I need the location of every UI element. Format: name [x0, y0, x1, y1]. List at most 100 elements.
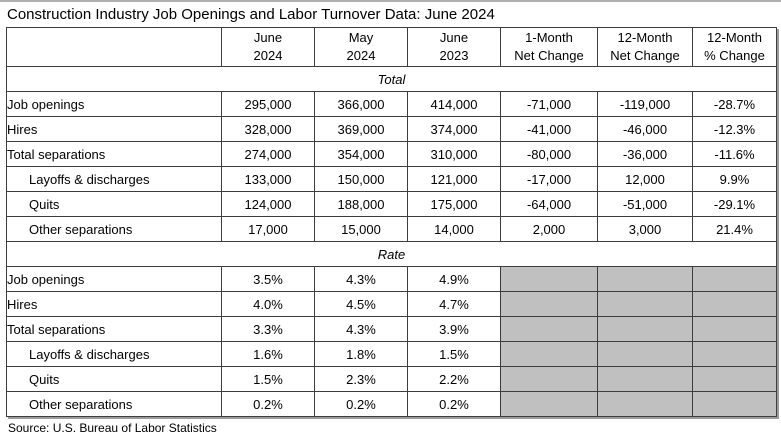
value-cell: -119,000 — [597, 91, 693, 117]
value-cell: 2,000 — [500, 216, 598, 242]
row-label: Total separations — [6, 316, 222, 342]
value-cell: 354,000 — [314, 141, 408, 167]
value-cell: 4.5% — [314, 291, 408, 317]
row-label: Quits — [6, 191, 222, 217]
value-cell: -46,000 — [597, 116, 693, 142]
jolts-data-table: June 2024 May 2024 June 2023 1-Month Net… — [6, 27, 777, 417]
section-label-rate: Rate — [6, 241, 777, 267]
shaded-empty-cell — [597, 341, 693, 367]
value-cell: -71,000 — [500, 91, 598, 117]
header-cell-may-2024: May 2024 — [314, 27, 408, 67]
table-row: Hires 4.0% 4.5% 4.7% — [6, 291, 777, 317]
row-label: Job openings — [6, 266, 222, 292]
value-cell: -12.3% — [692, 116, 777, 142]
value-cell: 366,000 — [314, 91, 408, 117]
row-label: Layoffs & discharges — [6, 341, 222, 367]
shaded-empty-cell — [692, 316, 777, 342]
value-cell: -36,000 — [597, 141, 693, 167]
row-label: Other separations — [6, 216, 222, 242]
value-cell: 1.8% — [314, 341, 408, 367]
shaded-empty-cell — [692, 366, 777, 392]
value-cell: 4.3% — [314, 316, 408, 342]
row-label: Hires — [6, 116, 222, 142]
source-attribution: Source: U.S. Bureau of Labor Statistics — [8, 421, 217, 433]
section-header-row-total: Total — [6, 66, 777, 92]
value-cell: 3.5% — [221, 266, 315, 292]
row-label: Total separations — [6, 141, 222, 167]
value-cell: 0.2% — [221, 391, 315, 417]
header-cell-june-2023: June 2023 — [407, 27, 501, 67]
value-cell: 2.2% — [407, 366, 501, 392]
table-row: Quits 124,000 188,000 175,000 -64,000 -5… — [6, 191, 777, 217]
value-cell: 2.3% — [314, 366, 408, 392]
section-header-row-rate: Rate — [6, 241, 777, 267]
value-cell: 188,000 — [314, 191, 408, 217]
value-cell: 4.3% — [314, 266, 408, 292]
header-cell-june-2024: June 2024 — [221, 27, 315, 67]
value-cell: 274,000 — [221, 141, 315, 167]
row-label: Layoffs & discharges — [6, 166, 222, 192]
value-cell: -80,000 — [500, 141, 598, 167]
value-cell: 21.4% — [692, 216, 777, 242]
row-label: Quits — [6, 366, 222, 392]
table-row: Layoffs & discharges 1.6% 1.8% 1.5% — [6, 341, 777, 367]
value-cell: 1.5% — [221, 366, 315, 392]
row-label: Job openings — [6, 91, 222, 117]
value-cell: -51,000 — [597, 191, 693, 217]
shaded-empty-cell — [597, 391, 693, 417]
value-cell: 3,000 — [597, 216, 693, 242]
value-cell: 175,000 — [407, 191, 501, 217]
value-cell: -41,000 — [500, 116, 598, 142]
value-cell: 17,000 — [221, 216, 315, 242]
shaded-empty-cell — [500, 341, 598, 367]
value-cell: 295,000 — [221, 91, 315, 117]
value-cell: 12,000 — [597, 166, 693, 192]
value-cell: -11.6% — [692, 141, 777, 167]
value-cell: 4.0% — [221, 291, 315, 317]
value-cell: 0.2% — [407, 391, 501, 417]
shaded-empty-cell — [597, 291, 693, 317]
table-row: Job openings 3.5% 4.3% 4.9% — [6, 266, 777, 292]
header-row: June 2024 May 2024 June 2023 1-Month Net… — [6, 27, 777, 67]
table-row: Other separations 0.2% 0.2% 0.2% — [6, 391, 777, 417]
value-cell: 121,000 — [407, 166, 501, 192]
value-cell: 328,000 — [221, 116, 315, 142]
value-cell: 15,000 — [314, 216, 408, 242]
header-cell-blank — [6, 27, 222, 67]
value-cell: 4.7% — [407, 291, 501, 317]
value-cell: -28.7% — [692, 91, 777, 117]
shaded-empty-cell — [500, 266, 598, 292]
value-cell: 414,000 — [407, 91, 501, 117]
shaded-empty-cell — [692, 266, 777, 292]
header-cell-12month-pct-change: 12-Month % Change — [692, 27, 777, 67]
value-cell: 14,000 — [407, 216, 501, 242]
table-row: Hires 328,000 369,000 374,000 -41,000 -4… — [6, 116, 777, 142]
value-cell: 124,000 — [221, 191, 315, 217]
value-cell: 4.9% — [407, 266, 501, 292]
shaded-empty-cell — [597, 316, 693, 342]
section-label-total: Total — [6, 66, 777, 92]
value-cell: 3.3% — [221, 316, 315, 342]
value-cell: -17,000 — [500, 166, 598, 192]
value-cell: 310,000 — [407, 141, 501, 167]
header-cell-1month-net-change: 1-Month Net Change — [500, 27, 598, 67]
shaded-empty-cell — [500, 291, 598, 317]
value-cell: 9.9% — [692, 166, 777, 192]
shaded-empty-cell — [500, 391, 598, 417]
value-cell: 0.2% — [314, 391, 408, 417]
row-label: Other separations — [6, 391, 222, 417]
table-row: Total separations 274,000 354,000 310,00… — [6, 141, 777, 167]
value-cell: 374,000 — [407, 116, 501, 142]
table-row: Quits 1.5% 2.3% 2.2% — [6, 366, 777, 392]
row-label: Hires — [6, 291, 222, 317]
value-cell: 1.6% — [221, 341, 315, 367]
value-cell: 3.9% — [407, 316, 501, 342]
shaded-empty-cell — [500, 316, 598, 342]
shaded-empty-cell — [692, 291, 777, 317]
value-cell: 369,000 — [314, 116, 408, 142]
table-row: Job openings 295,000 366,000 414,000 -71… — [6, 91, 777, 117]
shaded-empty-cell — [500, 366, 598, 392]
shaded-empty-cell — [692, 391, 777, 417]
header-cell-12month-net-change: 12-Month Net Change — [597, 27, 693, 67]
